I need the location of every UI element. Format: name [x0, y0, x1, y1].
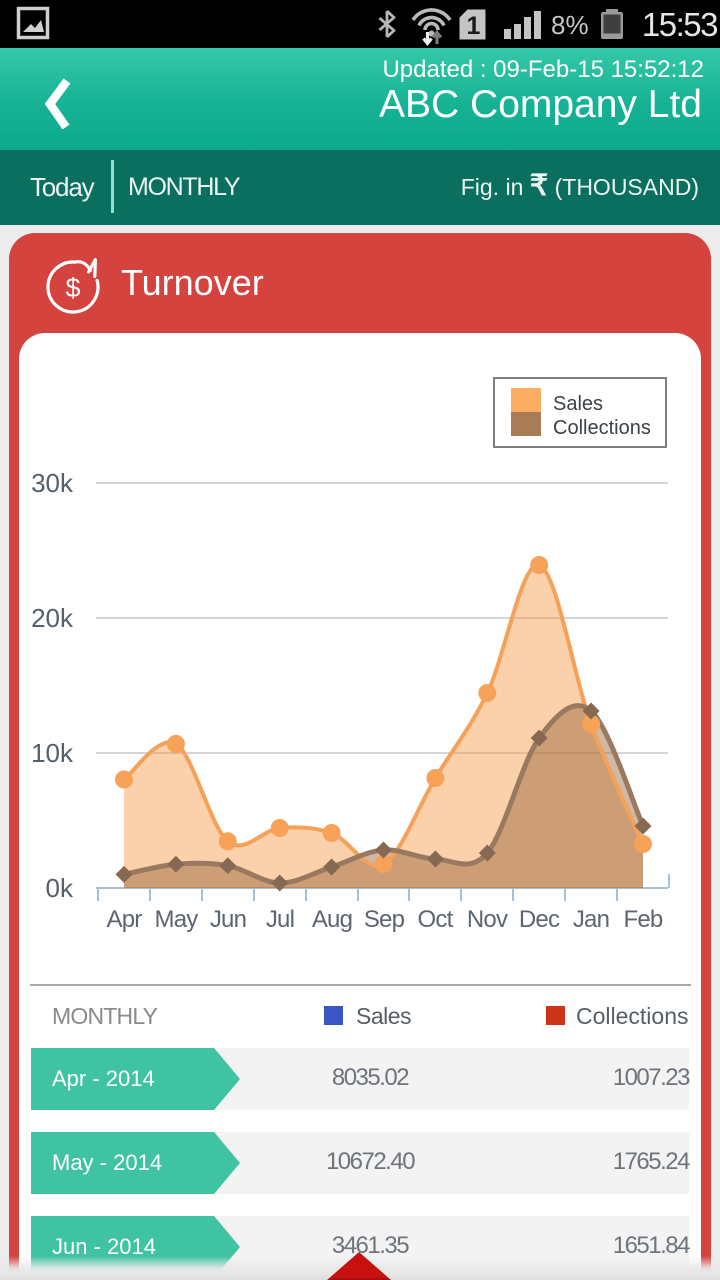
svg-text:Collections: Collections	[553, 417, 651, 439]
svg-text:Jan: Jan	[573, 906, 609, 933]
svg-text:Jun: Jun	[210, 906, 246, 933]
svg-text:30k: 30k	[31, 468, 74, 498]
svg-text:Apr: Apr	[107, 906, 143, 933]
svg-text:0k: 0k	[46, 873, 74, 903]
svg-text:1: 1	[467, 12, 481, 40]
svg-text:Sep: Sep	[364, 906, 405, 933]
svg-text:Jul: Jul	[266, 906, 294, 933]
svg-text:Aug: Aug	[312, 906, 352, 933]
svg-text:May: May	[155, 906, 199, 933]
svg-text:Nov: Nov	[467, 906, 508, 933]
svg-text:$: $	[65, 273, 80, 303]
svg-text:Oct: Oct	[418, 906, 454, 933]
svg-text:Feb: Feb	[624, 906, 663, 933]
svg-text:10k: 10k	[31, 738, 74, 768]
svg-text:8%: 8%	[551, 10, 589, 40]
svg-text:15:53: 15:53	[642, 6, 717, 43]
svg-text:Sales: Sales	[553, 393, 603, 415]
svg-text:Dec: Dec	[519, 906, 560, 933]
svg-text:20k: 20k	[31, 603, 74, 633]
